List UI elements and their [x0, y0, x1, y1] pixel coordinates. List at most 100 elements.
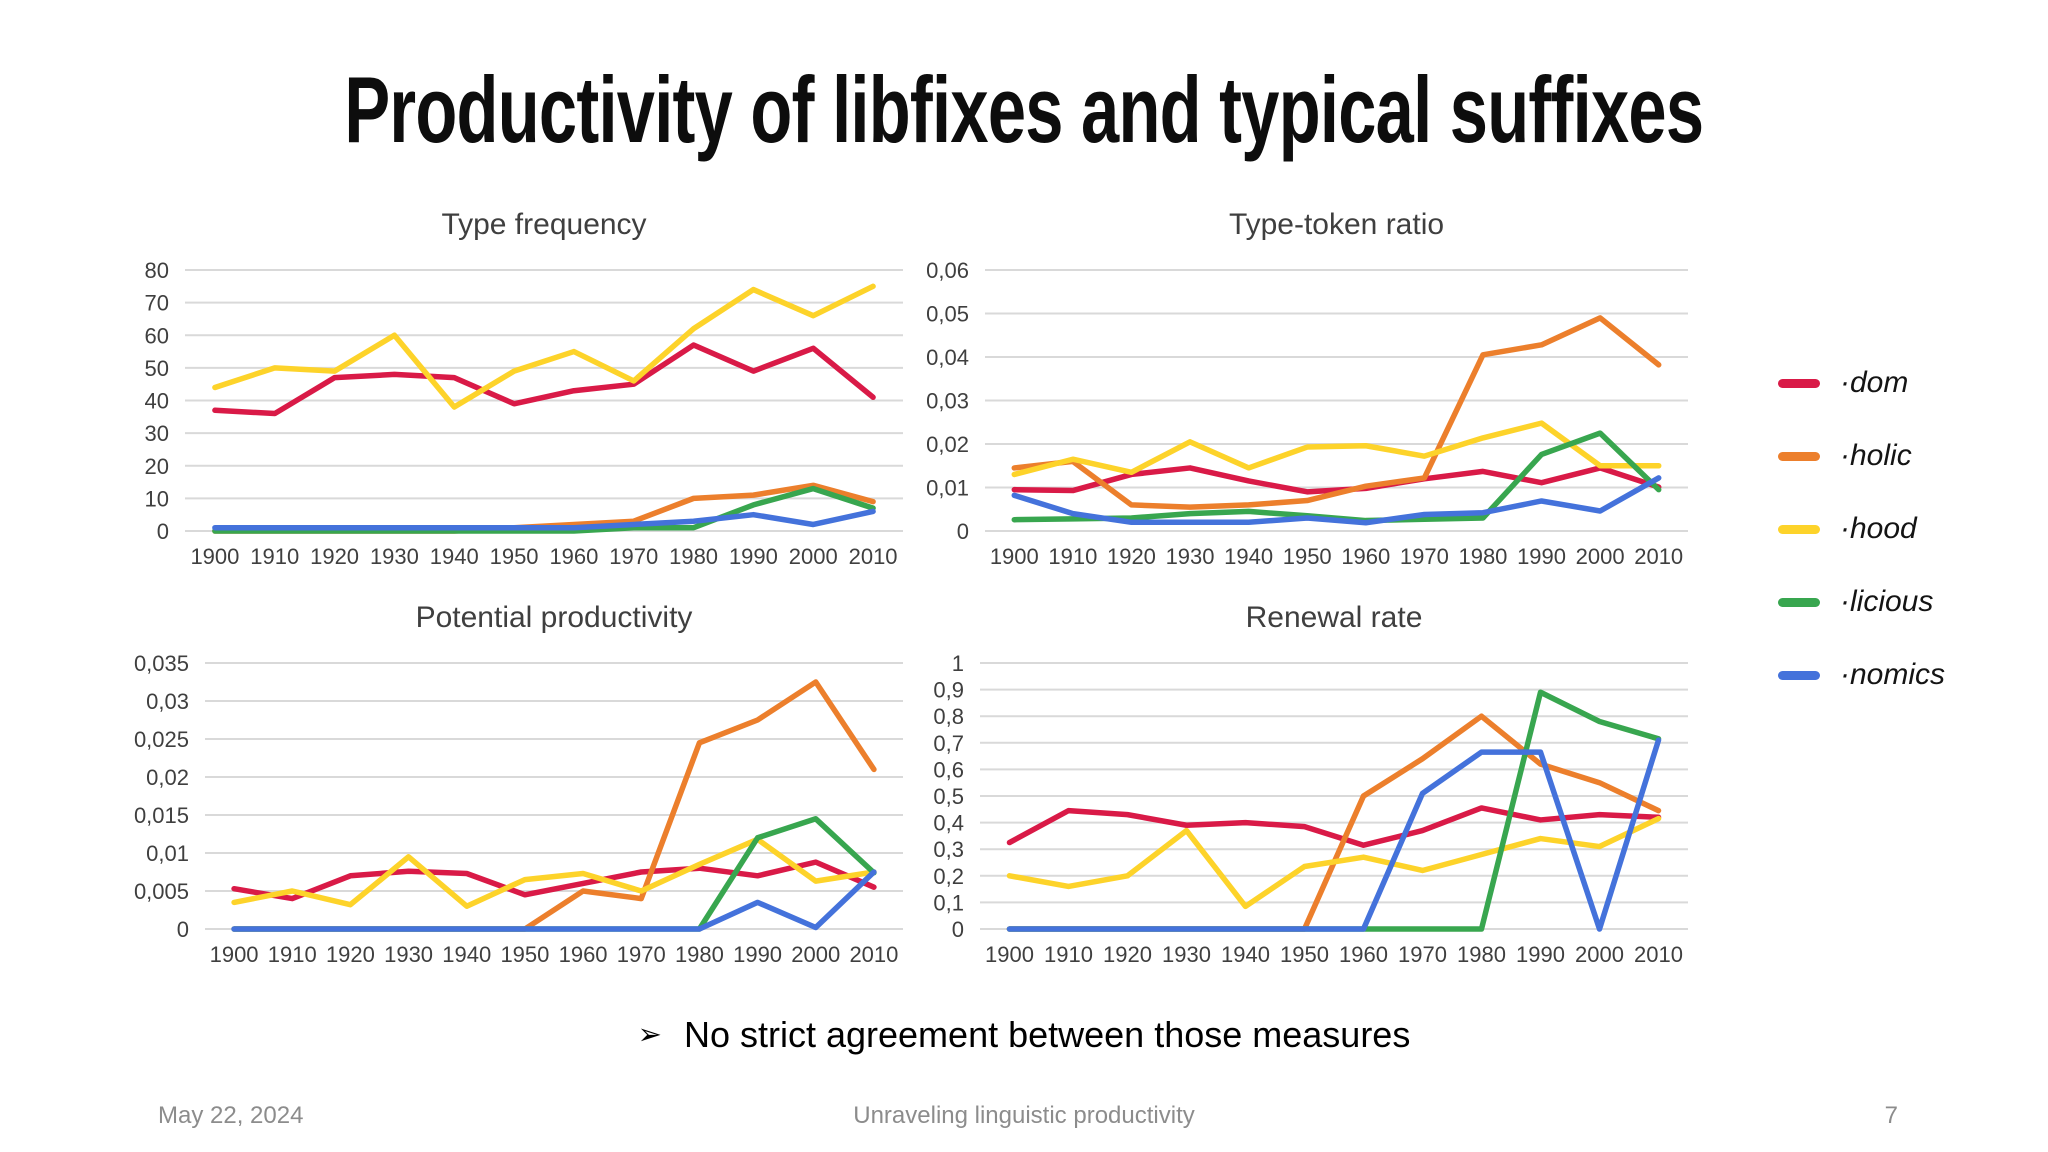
renewal-rate-chart: 0 0,1 0,2 0,3 0,4 0,5 0,6 0,7 0,8 0,9 1 1900 1910 192… [920, 545, 1740, 1005]
legend-label-nomics: ·nomics [1840, 658, 1946, 691]
x-tick-label: 1930 [384, 942, 433, 967]
legend-label-licious: ·licious [1840, 585, 1934, 618]
y-tick-label: 0,1 [933, 890, 964, 915]
chart-title: Renewal rate [1246, 601, 1423, 634]
x-tick-label: 1940 [442, 942, 491, 967]
series-line-nomics [1011, 475, 1662, 526]
series-line-hood [1011, 420, 1662, 478]
x-tick-label: 1990 [729, 544, 778, 569]
x-tick-label: 1960 [559, 942, 608, 967]
x-tick-label: 2010 [849, 942, 898, 967]
y-tick-label: 1 [952, 651, 964, 676]
x-tick-label: 1930 [1166, 544, 1215, 569]
y-tick-label: 0,03 [146, 689, 189, 714]
y-tick-label: 0,02 [146, 765, 189, 790]
x-tick-label: 1960 [1341, 544, 1390, 569]
y-tick-label: 0,7 [933, 731, 964, 756]
y-tick-label: 0,8 [933, 704, 964, 729]
footer-deck-title: Unraveling linguistic productivity [853, 1102, 1195, 1129]
legend-item-nomics: ·nomics [1778, 658, 1945, 692]
slide-title: Productivity of libfixes and typical suf… [0, 56, 2048, 164]
type-token-ratio-chart: 0 0,01 0,02 0,03 0,04 0,05 0,06 1900 1910 1920 193… [920, 150, 1740, 600]
arrow-bullet-icon: ➢ [637, 1019, 662, 1051]
y-tick-label: 0,3 [933, 837, 964, 862]
legend-label-holic: ·holic [1840, 439, 1912, 472]
series-line-licious [212, 485, 876, 534]
y-tick-label: 0 [957, 519, 969, 544]
series-line-holic [1011, 315, 1662, 510]
x-tick-label: 2000 [791, 942, 840, 967]
legend-item-hood: ·hood [1778, 512, 1945, 546]
series-line-nomics [212, 508, 876, 531]
x-tick-label: 1980 [675, 942, 724, 967]
dom-series-swatch [1778, 378, 1820, 388]
licious-series-swatch [1778, 597, 1820, 607]
holic-series-swatch [1778, 451, 1820, 461]
takeaway-bullet: ➢ No strict agreement between those measu… [0, 1014, 2048, 1056]
y-tick-label: 60 [145, 323, 169, 348]
y-tick-label: 0,02 [926, 432, 969, 457]
x-tick-label: 2010 [849, 544, 898, 569]
footer-date: May 22, 2024 [158, 1102, 304, 1129]
x-tick-label: 1910 [250, 544, 299, 569]
x-tick-label: 1910 [268, 942, 317, 967]
y-tick-label: 0,04 [926, 345, 969, 370]
renewal-rate-plot: 00,10,20,30,40,50,60,70,80,91 1900 1910 192… [933, 601, 1688, 967]
x-tick-label: 1970 [609, 544, 658, 569]
series-line-dom [1011, 465, 1662, 495]
slide-title-text: Productivity of libfixes and typical suf… [344, 57, 1705, 162]
y-tick-label: 0,01 [146, 841, 189, 866]
x-tick-label: 1910 [1044, 942, 1093, 967]
legend-label-dom: ·dom [1840, 366, 1909, 399]
x-tick-label: 1940 [1224, 544, 1273, 569]
x-tick-label: 1950 [500, 942, 549, 967]
nomics-series-swatch [1778, 670, 1820, 680]
x-tick-label: 1900 [190, 544, 239, 569]
x-tick-label: 1990 [1516, 942, 1565, 967]
y-tick-label: 0,9 [933, 678, 964, 703]
type-frequency-plot: 0 10 20 30 40 50 60 70 80 1900 1910 1920 1930 1940 195… [145, 208, 903, 569]
y-tick-label: 0,01 [926, 476, 969, 501]
x-tick-label: 1950 [1280, 942, 1329, 967]
x-tick-label: 1960 [549, 544, 598, 569]
series-line-hood [1006, 815, 1662, 910]
footer-page-number: 7 [1884, 1102, 1898, 1129]
x-tick-label: 1920 [310, 544, 359, 569]
series-line-hood [212, 283, 876, 410]
x-tick-label: 1900 [990, 544, 1039, 569]
x-tick-label: 1990 [733, 942, 782, 967]
x-tick-label: 1930 [370, 544, 419, 569]
x-tick-label: 1930 [1162, 942, 1211, 967]
y-tick-label: 0,6 [933, 757, 964, 782]
y-tick-label: 0,015 [134, 803, 189, 828]
x-tick-label: 2000 [789, 544, 838, 569]
series-line-hood [231, 836, 877, 909]
y-tick-label: 20 [145, 454, 169, 479]
chart-title: Type-token ratio [1229, 208, 1444, 241]
x-tick-label: 1920 [1107, 544, 1156, 569]
y-tick-label: 80 [145, 258, 169, 283]
potential-productivity-chart: 0 0,005 0,01 0,015 0,02 0,025 0,03 0,035 1900 191… [90, 545, 940, 1005]
x-tick-label: 1940 [1221, 942, 1270, 967]
y-tick-label: 0 [952, 917, 964, 942]
x-tick-label: 1980 [669, 544, 718, 569]
y-tick-label: 0 [177, 917, 189, 942]
hood-series-swatch [1778, 524, 1820, 534]
potential-productivity-plot: 0 0,005 0,01 0,015 0,02 0,025 0,03 0,035 1900 191… [134, 601, 903, 967]
x-tick-label: 1920 [1103, 942, 1152, 967]
y-tick-label: 70 [145, 291, 169, 316]
y-tick-label: 40 [145, 389, 169, 414]
y-tick-label: 0,4 [933, 811, 964, 836]
y-tick-label: 0,05 [926, 302, 969, 327]
x-tick-label: 1940 [430, 544, 479, 569]
x-tick-label: 1950 [490, 544, 539, 569]
type-frequency-chart: 0 10 20 30 40 50 60 70 80 1900 1910 1920 1930 1940 195… [90, 150, 940, 600]
y-tick-label: 0,035 [134, 651, 189, 676]
legend-label-hood: ·hood [1840, 512, 1917, 545]
x-tick-label: 1950 [1283, 544, 1332, 569]
y-tick-label: 0,06 [926, 258, 969, 283]
takeaway-bullet-text: No strict agreement between those measur… [683, 1014, 1411, 1055]
x-tick-label: 1990 [1517, 544, 1566, 569]
y-tick-label: 0,03 [926, 389, 969, 414]
series-line-dom [231, 859, 877, 902]
